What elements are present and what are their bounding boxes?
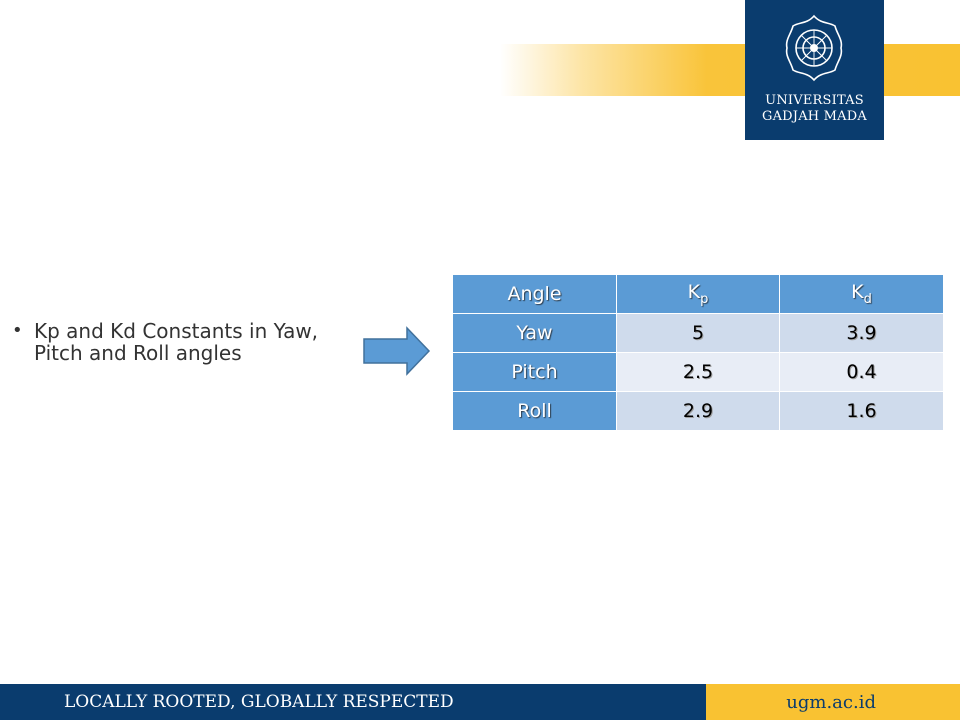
bullet-text: Kp and Kd Constants in Yaw, Pitch and Ro… — [34, 319, 319, 365]
header-kd: Kd — [779, 274, 944, 314]
table-row: Pitch 2.5 0.4 — [452, 352, 944, 392]
table-header-row: Angle Kp Kd — [452, 274, 944, 314]
row-kp: 5 — [616, 313, 780, 353]
row-angle: Yaw — [452, 313, 617, 353]
row-angle: Roll — [452, 391, 617, 431]
row-kd: 0.4 — [779, 352, 944, 392]
header-gold-band — [500, 44, 960, 96]
university-name-line1: UNIVERSITAS — [765, 93, 864, 108]
ugm-seal-icon — [785, 14, 843, 82]
row-kp: 2.9 — [616, 391, 780, 431]
header-kd-main: K — [851, 281, 864, 303]
row-kd: 1.6 — [779, 391, 944, 431]
university-logo: UNIVERSITAS GADJAH MADA — [745, 0, 884, 140]
row-angle: Pitch — [452, 352, 617, 392]
row-kd: 3.9 — [779, 313, 944, 353]
table-row: Yaw 5 3.9 — [452, 313, 944, 353]
footer-website: ugm.ac.id — [706, 684, 960, 720]
bullet-dot-icon: • — [12, 320, 23, 341]
header-kp-sub: p — [700, 292, 709, 307]
header-angle: Angle — [452, 274, 617, 314]
row-kp: 2.5 — [616, 352, 780, 392]
header-kp: Kp — [616, 274, 780, 314]
header-kd-sub: d — [863, 292, 872, 307]
gain-constants-table: Angle Kp Kd Yaw 5 3.9 Pitch 2.5 0.4 Roll… — [452, 274, 944, 431]
table-row: Roll 2.9 1.6 — [452, 391, 944, 431]
header-kp-main: K — [687, 281, 701, 303]
university-name-line2: GADJAH MADA — [762, 109, 867, 124]
right-arrow-icon — [363, 326, 431, 376]
footer-tagline: LOCALLY ROOTED, GLOBALLY RESPECTED — [0, 684, 706, 720]
bullet-point: • Kp and Kd Constants in Yaw, Pitch and … — [12, 320, 352, 364]
footer-bar: LOCALLY ROOTED, GLOBALLY RESPECTED ugm.a… — [0, 684, 960, 720]
